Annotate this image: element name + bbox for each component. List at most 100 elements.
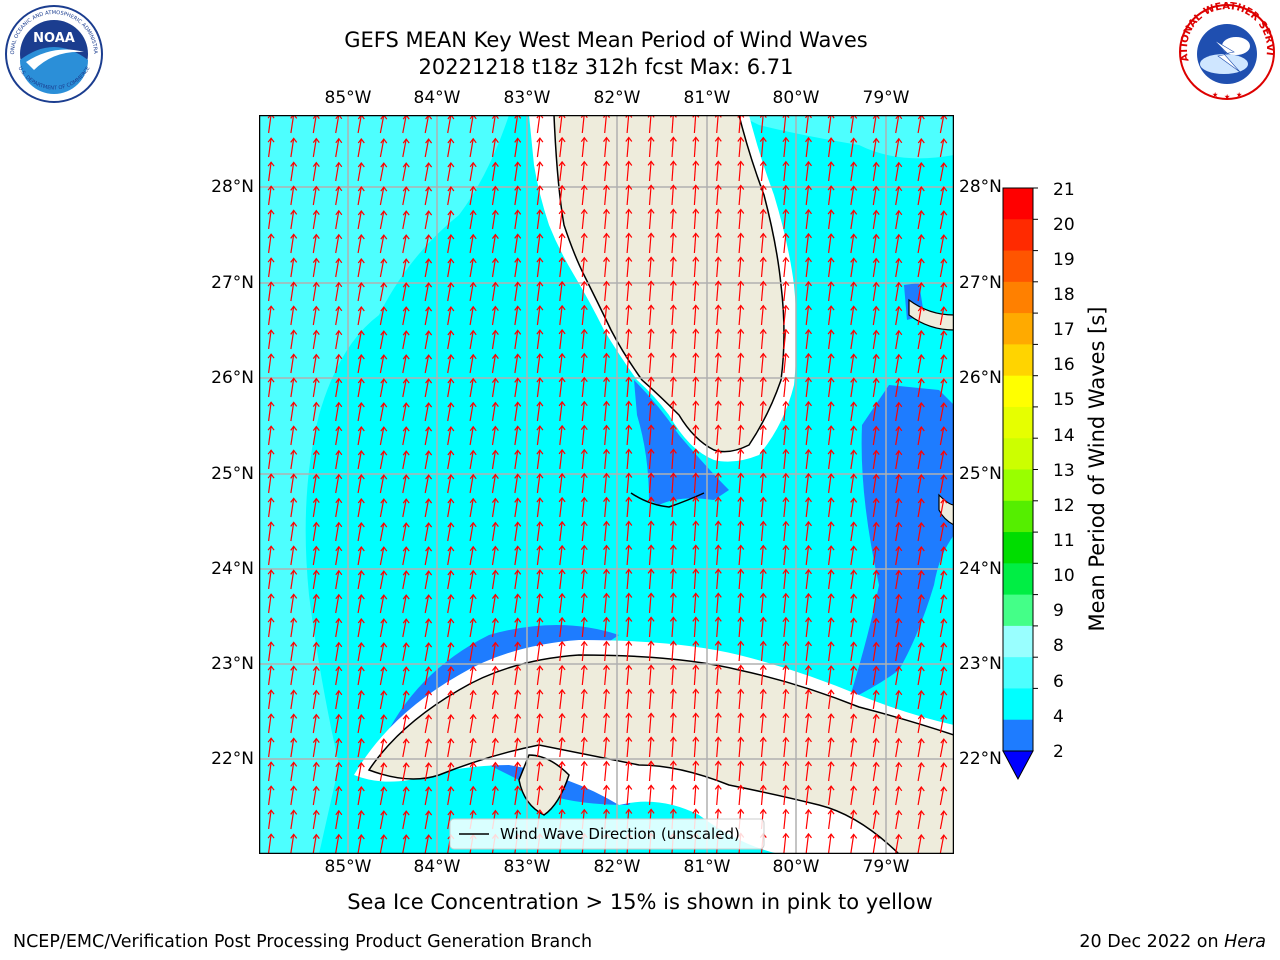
wave-arrow (379, 618, 385, 638)
wave-arrow (850, 786, 855, 806)
wave-arrow (335, 714, 340, 734)
wave-arrow-head (469, 521, 477, 528)
wave-arrow (312, 186, 317, 206)
lon-tick-bottom-4: 81°W (683, 857, 731, 877)
wave-arrow (760, 353, 764, 374)
wave-arrow (760, 233, 764, 254)
wave-arrow-head (782, 640, 790, 647)
wave-arrow-head (380, 426, 388, 432)
wave-arrow-head (380, 234, 388, 240)
wave-arrow-head (536, 497, 544, 503)
wave-arrow (895, 642, 900, 662)
wave-arrow-head (940, 810, 948, 816)
wave-arrow (671, 185, 674, 206)
wave-arrow-head (714, 448, 722, 454)
wave-arrow-head (782, 712, 790, 719)
wave-arrow (312, 834, 317, 854)
wave-arrow-head (940, 738, 948, 744)
wave-arrow (783, 449, 787, 470)
wave-arrow-head (805, 400, 812, 407)
wave-arrow (491, 642, 496, 662)
wave-arrow-head (827, 425, 835, 431)
wave-arrow-head (447, 234, 455, 240)
wave-arrow-head (558, 712, 566, 719)
wave-arrow-head (603, 760, 610, 766)
wave-arrow-head (647, 640, 655, 646)
wave-arrow-head (737, 256, 745, 262)
wave-arrow-head (625, 352, 633, 358)
wave-arrow (379, 498, 385, 518)
wave-arrow (447, 666, 452, 686)
wave-arrow-head (267, 281, 275, 287)
wave-arrow (626, 785, 630, 806)
wave-arrow (357, 354, 362, 374)
wave-arrow (424, 522, 430, 542)
wave-arrow-head (491, 257, 499, 263)
wave-arrow-head (647, 712, 655, 718)
wave-arrow-head (536, 737, 544, 743)
wave-arrow-head (491, 665, 499, 671)
wave-arrow (828, 474, 832, 494)
wave-arrow-head (940, 498, 948, 504)
wave-arrow (738, 473, 742, 494)
chart-subtitle: 20221218 t18z 312h fcst Max: 6.71 (418, 55, 794, 79)
wave-arrow-head (580, 448, 588, 455)
wave-arrow (939, 330, 945, 350)
wave-arrow-head (469, 377, 477, 384)
wave-arrow-head (872, 617, 880, 623)
wave-arrow (850, 186, 855, 206)
wave-arrow-head (558, 424, 566, 431)
wave-arrow-head (425, 810, 433, 816)
wave-arrow (357, 618, 362, 638)
wave-arrow (716, 713, 719, 734)
wave-arrow-head (558, 664, 566, 671)
wave-arrow-head (491, 617, 499, 623)
wave-arrow-head (357, 258, 365, 264)
wave-arrow (895, 378, 900, 398)
wave-arrow (917, 258, 922, 278)
wave-arrow-head (940, 258, 948, 264)
lon-tick-top-2: 83°W (503, 88, 551, 108)
wave-arrow-head (759, 472, 767, 478)
wave-arrow (738, 233, 742, 254)
wave-arrow-head (782, 832, 790, 839)
wave-arrow (917, 282, 922, 302)
wave-arrow (693, 689, 697, 710)
wave-arrow-head (447, 690, 455, 696)
wave-arrow (290, 402, 295, 422)
wave-arrow (491, 714, 496, 734)
wave-arrow-head (357, 666, 365, 672)
wave-arrow-head (267, 665, 275, 671)
colorbar-under-triangle (1002, 750, 1034, 781)
wave-arrow-head (669, 592, 677, 598)
wave-arrow (581, 115, 585, 134)
wave-arrow-head (267, 713, 275, 719)
wave-arrow-head (425, 282, 433, 288)
wave-arrow-head (872, 593, 880, 599)
wave-arrow-head (469, 209, 477, 216)
wave-arrow-head (312, 785, 320, 791)
wave-arrow-head (267, 137, 275, 143)
wave-arrow (671, 305, 674, 326)
wave-arrow-head (536, 809, 544, 815)
colorbar-segment (1003, 188, 1033, 220)
wave-arrow (581, 593, 585, 614)
wave-arrow-head (335, 713, 343, 720)
wave-arrow (760, 257, 764, 278)
wave-arrow-head (357, 714, 365, 720)
wave-arrow-head (625, 448, 633, 454)
wave-arrow-head (469, 545, 477, 552)
wave-arrow (626, 521, 630, 542)
wave-arrow-head (312, 233, 320, 239)
wave-arrow-head (580, 688, 588, 695)
wave-arrow (447, 162, 452, 182)
wave-arrow-head (312, 521, 320, 527)
nws-logo-icon: NATIONAL WEATHER SERVICE ★ ★ ★ (1176, 2, 1275, 101)
wave-arrow-head (536, 161, 544, 167)
wave-arrow-head (447, 738, 455, 744)
wave-arrow (536, 450, 541, 470)
wave-arrow-head (558, 784, 566, 791)
wave-arrow-head (580, 352, 588, 359)
wave-arrow (917, 546, 922, 566)
wave-arrow (716, 233, 719, 254)
